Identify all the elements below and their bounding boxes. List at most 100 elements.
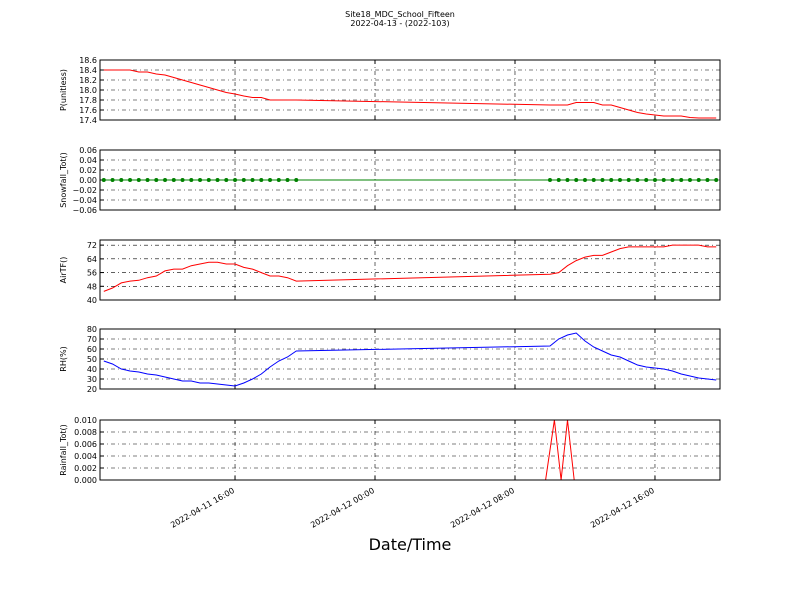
marker: [206, 178, 211, 182]
marker: [163, 178, 168, 182]
marker: [609, 178, 614, 182]
plot-frame: [99, 419, 721, 481]
y-tick-label: 17.4: [79, 116, 97, 125]
y-tick-label: 64: [87, 255, 97, 264]
marker: [705, 178, 710, 182]
x-tick-label: 2022-04-12 08:00: [449, 486, 516, 530]
marker: [250, 178, 255, 182]
marker: [259, 178, 264, 182]
marker: [276, 178, 281, 182]
y-axis-label: P(unitless): [59, 69, 68, 111]
y-tick-label: 70: [87, 335, 97, 344]
marker: [687, 178, 692, 182]
y-tick-label: 17.6: [79, 106, 97, 115]
x-tick-label: 2022-04-12 16:00: [589, 486, 656, 530]
y-tick-label: 56: [87, 269, 97, 278]
marker: [268, 178, 273, 182]
marker: [119, 178, 124, 182]
y-tick-label: 0.06: [79, 146, 97, 155]
marker: [136, 178, 141, 182]
y-axis-label: AirTF(): [59, 257, 68, 284]
y-tick-label: 18.0: [79, 86, 97, 95]
marker: [241, 178, 246, 182]
marker: [600, 178, 605, 182]
y-tick-label: 0.010: [74, 416, 97, 425]
plot-frame: [99, 59, 721, 121]
y-tick-label: 0.00: [79, 176, 97, 185]
y-tick-label: 0.04: [79, 156, 97, 165]
y-tick-label: 20: [87, 385, 97, 394]
marker: [154, 178, 159, 182]
marker: [644, 178, 649, 182]
marker: [696, 178, 701, 182]
plot-frame: [99, 328, 721, 390]
panel: 17.417.617.818.018.218.418.6 P(unitless): [59, 56, 721, 125]
marker: [670, 178, 675, 182]
marker: [285, 178, 290, 182]
y-tick-label: 0.006: [74, 440, 97, 449]
y-tick-label: 40: [87, 296, 97, 305]
marker: [661, 178, 666, 182]
panel: −0.06−0.04−0.020.000.020.040.06 Snowfall_…: [59, 146, 721, 215]
marker: [652, 178, 657, 182]
y-tick-label: 50: [87, 355, 97, 364]
marker: [635, 178, 640, 182]
marker: [574, 178, 579, 182]
panel: 40 48 56 64 72 AirTF(): [59, 239, 721, 305]
y-tick-label: 40: [87, 365, 97, 374]
y-tick-label: −0.04: [72, 196, 97, 205]
y-tick-label: 18.2: [79, 76, 97, 85]
y-tick-label: −0.02: [72, 186, 97, 195]
y-tick-label: 80: [87, 325, 97, 334]
y-tick-label: 0.000: [74, 476, 97, 485]
y-tick-label: 0.004: [74, 452, 97, 461]
line-series: [103, 419, 717, 481]
y-tick-label: 0.02: [79, 166, 97, 175]
title: Site18_MDC_School_Fifteen: [345, 10, 455, 19]
marker: [171, 178, 176, 182]
marker: [101, 178, 106, 182]
marker: [556, 178, 561, 182]
x-tick-label: 2022-04-11 16:00: [169, 486, 236, 530]
subtitle: 2022-04-13 - (2022-103): [350, 19, 449, 28]
marker: [189, 178, 194, 182]
marker: [198, 178, 203, 182]
marker: [294, 178, 299, 182]
marker: [582, 178, 587, 182]
marker: [180, 178, 185, 182]
plot-frame: [99, 149, 721, 211]
y-tick-label: 30: [87, 375, 97, 384]
x-tick-label: 2022-04-12 00:00: [309, 486, 376, 530]
marker: [215, 178, 220, 182]
y-tick-label: 0.008: [74, 428, 97, 437]
panel: 0.000 0.002 0.004 0.006 0.008 0.010 2022-04-11…: [59, 416, 721, 530]
marker: [145, 178, 150, 182]
y-tick-label: 48: [87, 282, 97, 291]
y-axis-label: RH(%): [59, 346, 68, 371]
marker: [679, 178, 684, 182]
line-series: [103, 244, 717, 292]
y-tick-label: 18.4: [79, 66, 97, 75]
marker: [626, 178, 631, 182]
y-tick-label: −0.06: [72, 206, 97, 215]
marker: [233, 178, 238, 182]
y-tick-label: 72: [87, 241, 97, 250]
marker: [110, 178, 115, 182]
marker: [128, 178, 133, 182]
plot-frame: [99, 239, 721, 301]
y-axis-label: Snowfall_Tot(): [59, 152, 68, 208]
y-axis-label: Rainfall_Tot(): [59, 424, 68, 476]
line-series: [103, 332, 717, 387]
y-tick-label: 60: [87, 345, 97, 354]
marker: [714, 178, 719, 182]
marker: [547, 178, 552, 182]
marker: [591, 178, 596, 182]
y-tick-label: 0.002: [74, 464, 97, 473]
x-axis-label: Date/Time: [369, 535, 452, 554]
y-tick-label: 17.8: [79, 96, 97, 105]
marker: [565, 178, 570, 182]
line-series: [103, 69, 717, 119]
marker: [224, 178, 229, 182]
